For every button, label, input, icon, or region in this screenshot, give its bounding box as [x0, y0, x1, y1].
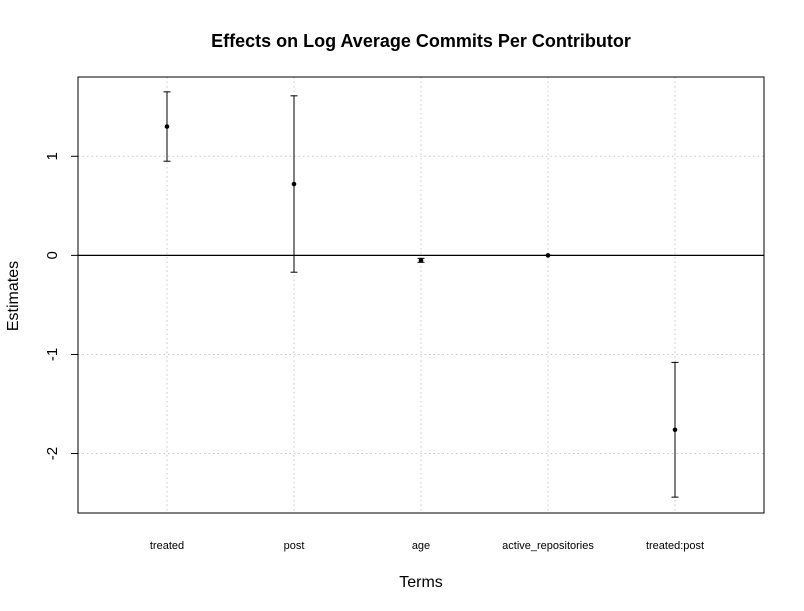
- chart-title: Effects on Log Average Commits Per Contr…: [211, 31, 631, 51]
- x-tick-label: treated: [150, 540, 184, 552]
- x-tick-label: age: [412, 540, 430, 552]
- error-bar-series: [163, 91, 679, 498]
- x-tick-label: post: [284, 540, 305, 552]
- grid-lines: [78, 77, 764, 513]
- y-tick-label: 1: [44, 152, 61, 160]
- estimate-point-treated:post: [672, 427, 678, 433]
- y-axis-label: Estimates: [5, 261, 22, 331]
- y-tick-label: -1: [44, 348, 61, 361]
- x-axis-label: Terms: [399, 574, 443, 591]
- x-axis: treated post age active_repositories treated…: [150, 540, 704, 552]
- estimate-point-treated: [164, 124, 170, 129]
- y-tick-label: -2: [44, 447, 61, 460]
- x-tick-label: treated:post: [646, 540, 704, 552]
- estimate-point-active_repositories: [545, 253, 551, 258]
- x-tick-label: active_repositories: [502, 540, 594, 552]
- plot-frame: [77, 76, 765, 514]
- y-axis: -2 -1 0 1: [44, 152, 78, 460]
- y-tick-label: 0: [44, 251, 61, 259]
- estimate-point-age: [418, 258, 424, 263]
- estimate-point-post: [291, 181, 297, 187]
